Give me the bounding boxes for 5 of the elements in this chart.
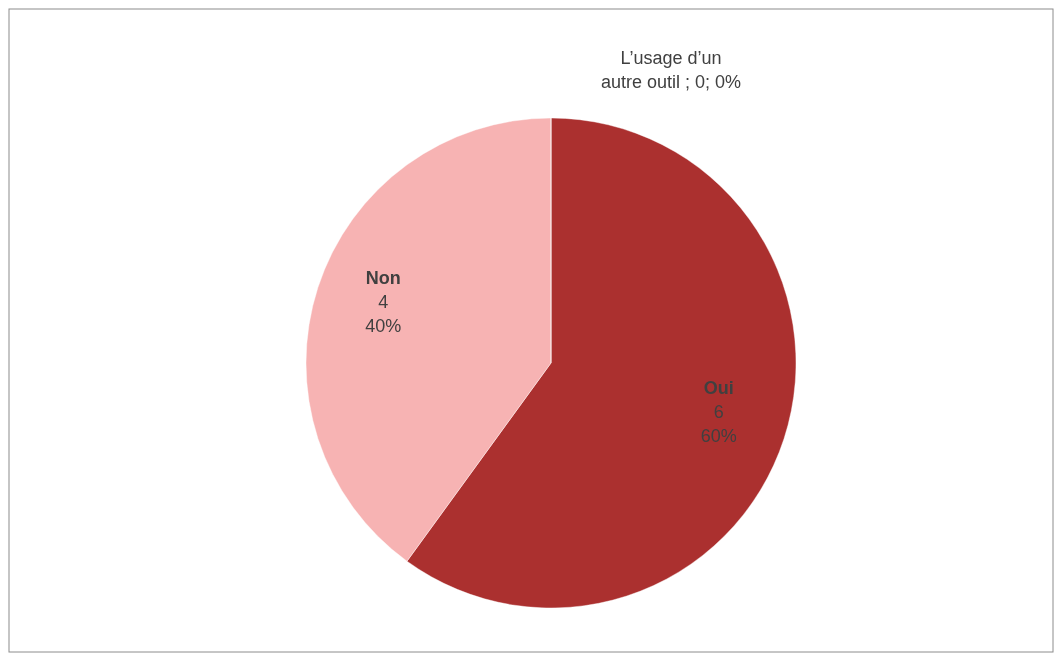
slice-label: Non bbox=[365, 268, 401, 289]
category-label: L’usage d’un autre outil ; 0; 0% bbox=[600, 48, 742, 92]
data-label: 4 40% bbox=[365, 292, 402, 337]
slice-label: Oui bbox=[703, 377, 734, 398]
data-label: 6 60% bbox=[700, 401, 737, 446]
